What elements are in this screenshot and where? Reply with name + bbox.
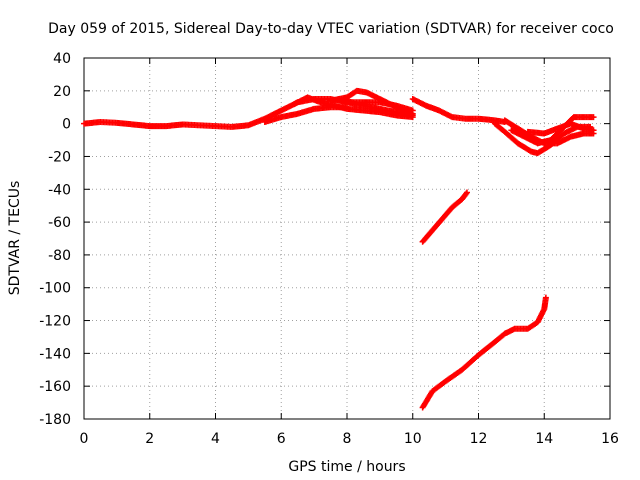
x-tick-label: 2 <box>145 431 154 447</box>
x-tick-label: 14 <box>535 431 553 447</box>
data-point <box>590 114 597 121</box>
y-tick-label: -140 <box>39 346 71 362</box>
y-axis-label: SDTVAR / TECUs <box>7 181 23 296</box>
y-tick-label: 20 <box>53 84 71 100</box>
x-tick-label: 12 <box>470 431 488 447</box>
x-tick-label: 4 <box>211 431 220 447</box>
x-tick-label: 10 <box>404 431 422 447</box>
data-series-1 <box>261 104 350 125</box>
data-point <box>590 127 597 134</box>
data-point <box>463 189 470 196</box>
grid <box>84 58 610 419</box>
y-tick-label: -180 <box>39 412 71 428</box>
data-point <box>463 190 470 197</box>
y-tick-label: -120 <box>39 314 71 330</box>
data-point <box>542 294 549 301</box>
y-tick-label: 40 <box>53 51 71 67</box>
y-tick-label: -160 <box>39 379 71 395</box>
data-series-5 <box>409 96 508 125</box>
chart-title: Day 059 of 2015, Sidereal Day-to-day VTE… <box>48 21 614 37</box>
y-tick-label: -40 <box>48 182 71 198</box>
x-axis-label: GPS time / hours <box>288 459 405 475</box>
data-series <box>81 87 597 411</box>
data-point <box>409 107 416 114</box>
data-series-2 <box>291 94 416 121</box>
y-tick-label: -100 <box>39 281 71 297</box>
x-tick-label: 0 <box>80 431 89 447</box>
data-series-10 <box>419 189 470 245</box>
data-series-9 <box>524 120 597 137</box>
y-tick-label: -20 <box>48 149 71 165</box>
x-tick-label: 16 <box>601 431 619 447</box>
y-tick-label: -60 <box>48 215 71 231</box>
data-series-4 <box>337 97 416 114</box>
x-tick-label: 6 <box>277 431 286 447</box>
axis-ticks: 0 2 4 6 8 10 12 14 16 40 20 0 -20 -40 -60 -80 -100 -120 -1… <box>39 51 619 447</box>
data-series-11 <box>419 294 549 411</box>
y-tick-label: 0 <box>62 117 71 133</box>
x-tick-label: 8 <box>343 431 352 447</box>
y-tick-label: -80 <box>48 248 71 264</box>
